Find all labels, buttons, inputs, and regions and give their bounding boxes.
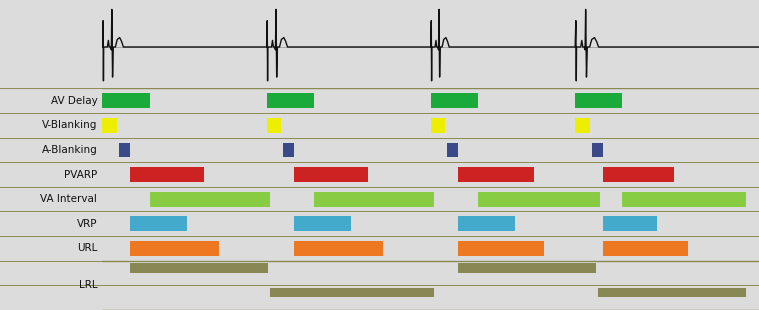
Bar — [130, 167, 204, 182]
Bar — [431, 118, 446, 133]
Bar — [447, 143, 458, 157]
Text: V-Blanking: V-Blanking — [42, 120, 97, 130]
Bar — [270, 288, 434, 297]
Bar — [458, 167, 534, 182]
Bar — [119, 143, 130, 157]
Bar — [458, 216, 515, 231]
Text: VRP: VRP — [77, 219, 97, 229]
Text: VA Interval: VA Interval — [40, 194, 97, 204]
Bar — [591, 143, 603, 157]
Text: LRL: LRL — [79, 280, 97, 290]
Bar — [294, 167, 368, 182]
Bar — [598, 288, 746, 297]
Bar — [283, 143, 294, 157]
Text: A-Blanking: A-Blanking — [42, 145, 97, 155]
Bar — [431, 93, 478, 108]
Bar — [478, 192, 600, 206]
Bar — [603, 167, 674, 182]
Bar — [130, 216, 187, 231]
Bar — [266, 93, 314, 108]
Bar — [102, 118, 117, 133]
Bar — [575, 118, 590, 133]
Bar — [294, 216, 351, 231]
Bar — [294, 241, 383, 256]
Bar — [150, 192, 270, 206]
Bar — [575, 93, 622, 108]
Bar — [314, 192, 434, 206]
Text: AV Delay: AV Delay — [51, 96, 97, 106]
Bar — [458, 241, 543, 256]
Bar — [458, 264, 596, 273]
Bar — [130, 264, 268, 273]
Bar — [622, 192, 746, 206]
Bar — [266, 118, 281, 133]
Bar — [603, 241, 688, 256]
Bar — [130, 241, 219, 256]
Bar — [102, 93, 150, 108]
Bar — [603, 216, 657, 231]
Text: PVARP: PVARP — [64, 170, 97, 179]
Text: URL: URL — [77, 243, 97, 254]
